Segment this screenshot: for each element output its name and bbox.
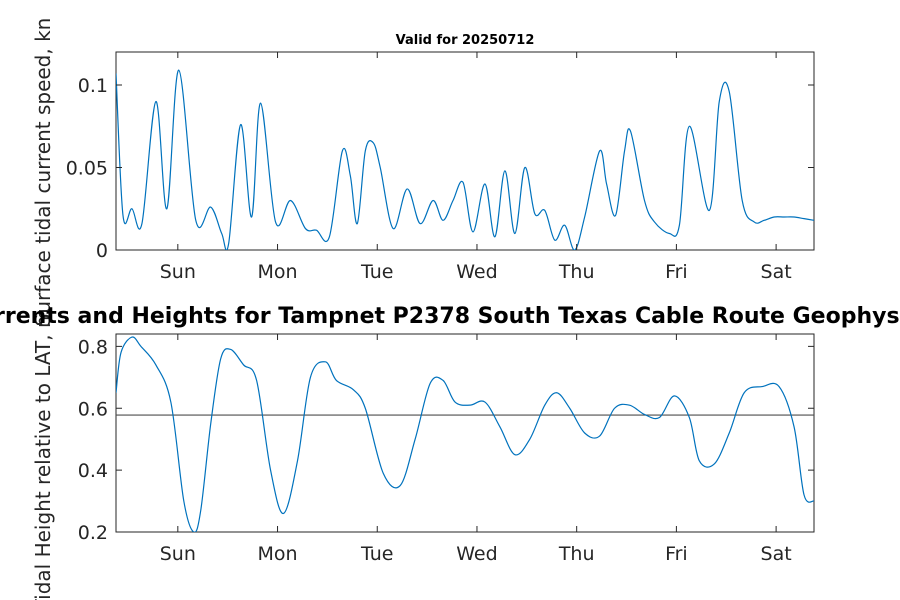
tidal-height-axes: Sun Mon Tue Wed Thu Fri Sat 0.2 0.4 0.6 0.8 Tidal… (31, 309, 815, 600)
y-tick-label: 0.8 (78, 336, 108, 358)
y-tick-label: 0 (96, 240, 108, 262)
y-tick-label: 0.05 (66, 158, 108, 180)
current-speed-y-ticks: 0 0.05 0.1 (66, 75, 814, 262)
x-tick-label: Tue (360, 261, 393, 283)
x-tick-label: Sat (761, 261, 792, 283)
x-tick-label: Tue (360, 543, 393, 565)
tidal-height-series (116, 336, 814, 532)
x-tick-label: Mon (258, 543, 298, 565)
figure-main-title: Tidal Currents and Heights for Tampnet P… (0, 304, 900, 329)
current-speed-x-ticks: Sun Mon Tue Wed Thu Fri Sat (160, 52, 792, 283)
tidal-height-y-label: Tidal Height relative to LAT, m (31, 309, 55, 600)
x-tick-label: Mon (258, 261, 298, 283)
x-tick-label: Sun (160, 543, 196, 565)
tidal-height-x-ticks: Sun Mon Tue Wed Thu Fri Sat (160, 334, 792, 565)
y-tick-label: 0.6 (78, 398, 108, 420)
y-tick-label: 0.2 (78, 522, 108, 544)
x-tick-label: Wed (456, 543, 497, 565)
x-tick-label: Thu (558, 543, 595, 565)
current-speed-line (116, 69, 814, 250)
x-tick-label: Thu (558, 261, 595, 283)
current-speed-y-label: Surface tidal current speed, kn (31, 18, 55, 327)
x-tick-label: Wed (456, 261, 497, 283)
current-speed-title: Valid for 20250712 (396, 33, 535, 48)
x-tick-label: Sat (761, 543, 792, 565)
current-speed-series (116, 69, 814, 250)
x-tick-label: Sun (160, 261, 196, 283)
tidal-height-plot-area (115, 333, 815, 533)
current-speed-axes: Sun Mon Tue Wed Thu Fri Sat 0 0.05 0.1 Valid for… (31, 18, 815, 327)
y-tick-label: 0.4 (78, 460, 108, 482)
current-speed-plot-area (115, 51, 815, 251)
tidal-height-y-ticks: 0.2 0.4 0.6 0.8 (78, 336, 814, 544)
y-tick-label: 0.1 (78, 75, 108, 97)
x-tick-label: Fri (665, 543, 688, 565)
tidal-height-line (116, 336, 814, 532)
x-tick-label: Fri (665, 261, 688, 283)
